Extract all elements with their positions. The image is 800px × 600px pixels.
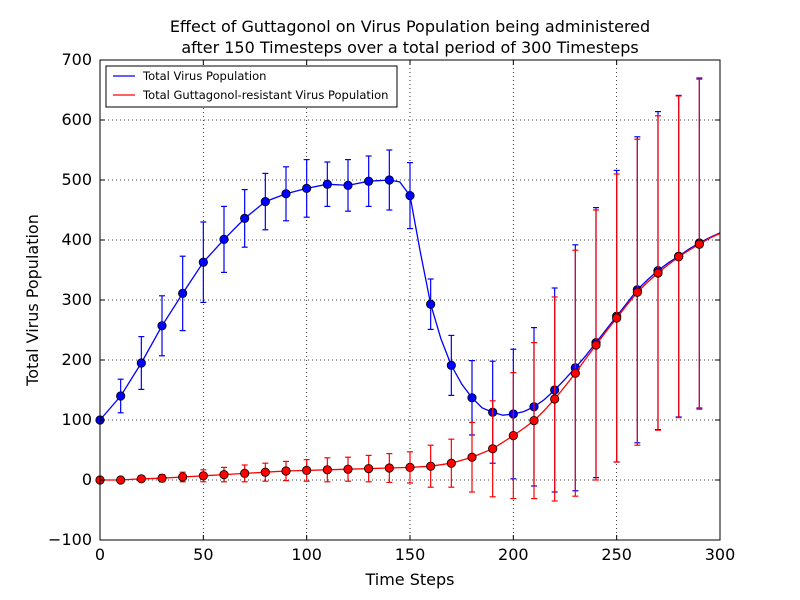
data-point <box>322 179 332 189</box>
data-point <box>136 358 146 368</box>
data-point <box>674 252 684 262</box>
legend-label-total-virus: Total Virus Population <box>142 69 266 83</box>
data-point <box>260 467 270 477</box>
y-tick-label: 700 <box>61 50 92 69</box>
x-tick-label: 200 <box>498 545 529 564</box>
data-point <box>405 462 415 472</box>
data-point <box>632 287 642 297</box>
y-tick-label: 300 <box>61 290 92 309</box>
plot-series <box>95 77 721 502</box>
x-tick-label: 100 <box>291 545 322 564</box>
data-point <box>405 191 415 201</box>
data-point <box>364 176 374 186</box>
data-point <box>198 471 208 481</box>
data-point <box>653 268 663 278</box>
data-point <box>116 391 126 401</box>
axis-ticks: 0 50 100 150 200 250 300−100010020030040050060… <box>48 50 735 564</box>
data-point <box>467 393 477 403</box>
data-point <box>467 452 477 462</box>
legend-label-resistant-virus: Total Guttagonol-resistant Virus Populat… <box>142 88 388 102</box>
chart-title-line-1: Effect of Guttagonol on Virus Population… <box>170 17 650 36</box>
x-tick-label: 250 <box>601 545 632 564</box>
legend-box <box>105 65 398 108</box>
y-axis-label: Total Virus Population <box>23 214 42 387</box>
data-point <box>240 213 250 223</box>
data-point <box>426 461 436 471</box>
data-point <box>302 183 312 193</box>
y-tick-label: −100 <box>48 530 92 549</box>
x-axis-label: Time Steps <box>364 570 454 589</box>
chart-title-line-2: after 150 Timesteps over a total period … <box>181 38 638 57</box>
data-point <box>240 468 250 478</box>
data-point <box>612 313 622 323</box>
series-line <box>99 179 721 421</box>
data-point <box>198 257 208 267</box>
x-tick-label: 300 <box>705 545 736 564</box>
data-point <box>529 415 539 426</box>
x-tick-label: 0 <box>95 545 105 564</box>
data-point <box>364 463 374 474</box>
data-point <box>281 466 291 476</box>
data-point <box>322 465 332 475</box>
data-point <box>178 472 188 482</box>
y-tick-label: 500 <box>61 170 92 189</box>
data-point <box>157 473 167 483</box>
data-point <box>384 175 394 185</box>
series-1 <box>95 78 721 502</box>
data-point <box>488 444 498 454</box>
data-point <box>302 465 312 475</box>
data-point <box>570 368 580 378</box>
x-tick-label: 50 <box>193 545 213 564</box>
data-point <box>219 234 229 244</box>
data-point <box>116 475 126 485</box>
data-point <box>343 180 353 190</box>
data-point <box>219 469 229 480</box>
y-tick-label: 600 <box>61 110 92 129</box>
legend: Total Virus Population Total Guttagonol-… <box>105 65 398 108</box>
data-point <box>508 430 518 441</box>
data-point <box>178 288 188 298</box>
data-point <box>384 463 394 473</box>
y-tick-label: 100 <box>61 410 92 429</box>
data-point <box>281 189 291 199</box>
y-tick-label: 200 <box>61 350 92 369</box>
data-point <box>446 360 456 370</box>
data-point <box>343 464 353 474</box>
data-point <box>550 394 560 404</box>
data-point <box>136 474 146 484</box>
data-point <box>446 458 456 468</box>
data-point <box>260 197 270 207</box>
y-tick-label: 400 <box>61 230 92 249</box>
data-point <box>694 239 704 249</box>
data-point <box>426 299 436 309</box>
y-tick-label: 0 <box>82 470 92 489</box>
data-point <box>157 321 167 331</box>
x-tick-label: 150 <box>395 545 426 564</box>
data-point <box>591 340 601 350</box>
